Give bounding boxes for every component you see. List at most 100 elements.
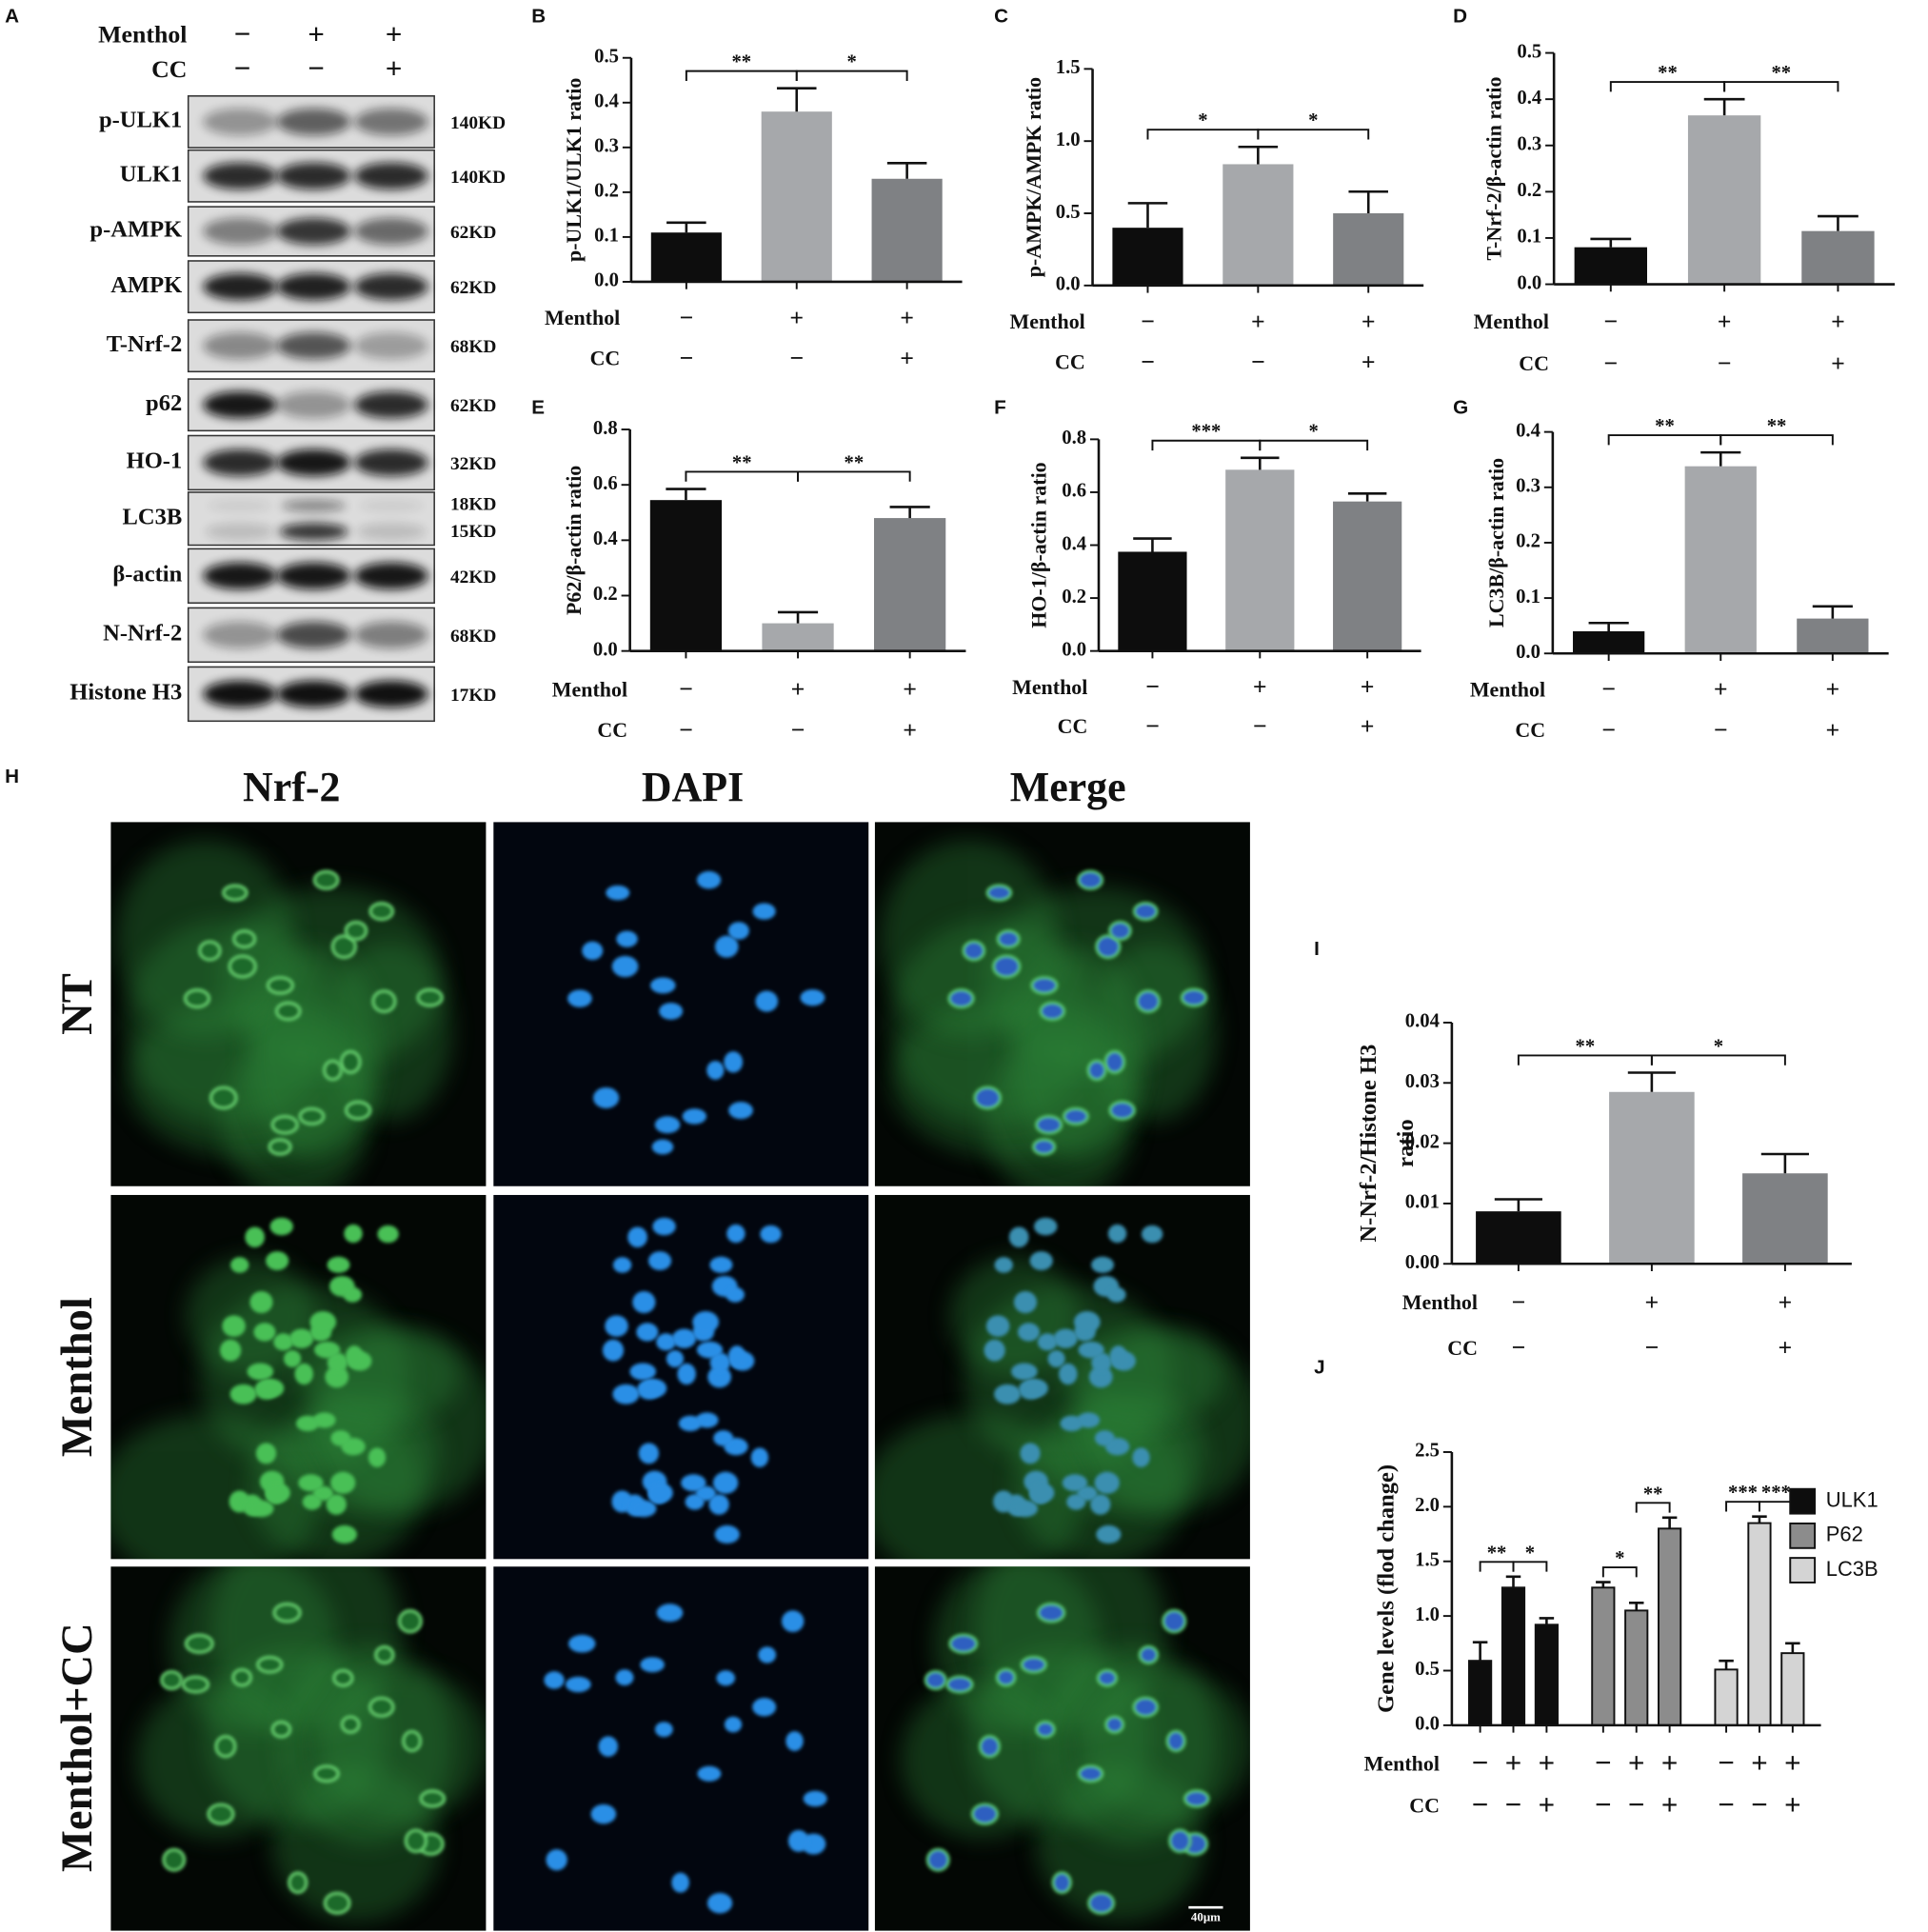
condition-sign: − [1714,716,1728,744]
nucleus [298,1474,324,1492]
blot-label: p-AMPK [89,217,182,243]
bar [874,518,946,651]
condition-sign: − [1751,1788,1768,1822]
bar [1112,228,1183,286]
nucleus [1012,1500,1039,1518]
nucleus [371,989,397,1013]
panel-letter: I [1314,938,1320,960]
nucleus [340,1715,361,1734]
nucleus [602,1339,625,1362]
nucleus [1032,1138,1057,1156]
bar [1658,1527,1682,1726]
y-tick-label: 1.5 [1056,57,1081,78]
nucleus [230,1257,249,1273]
blot-band [276,448,351,477]
condition-label: CC [597,718,627,742]
nucleus [1091,1352,1112,1373]
y-tick-label: 0.0 [593,639,618,660]
nucleus [259,1379,285,1398]
bar [1225,469,1295,651]
nucleus [659,1003,684,1020]
nucleus [985,1315,1010,1337]
panel-letter: E [531,397,545,419]
significance-label: ** [1655,416,1675,437]
nucleus [313,1341,341,1359]
significance-label: * [1615,1548,1624,1569]
bar [1780,1652,1805,1726]
nucleus [160,1669,184,1691]
significance-label: * [1525,1543,1535,1564]
nucleus [1037,1333,1058,1351]
condition-sign: + [903,675,917,703]
condition-label: CC [1515,718,1545,742]
nucleus [1035,1115,1063,1135]
legend-swatch [1789,1487,1817,1515]
nucleus [1091,1256,1115,1273]
nucleus [323,1059,343,1082]
blot-band [203,108,277,136]
nucleus [270,1115,299,1135]
error-bar [1703,97,1745,116]
cytoplasm [317,1669,487,1822]
nucleus [582,941,604,961]
condition-sign: + [1505,1746,1522,1780]
nucleus [327,1256,350,1273]
nucleus [1165,1729,1186,1753]
blot-label: T-Nrf-2 [107,331,183,357]
nucleus [268,1138,292,1156]
nucleus [970,1803,1000,1825]
condition-sign: − [1595,1746,1612,1780]
condition-sign: + [1361,712,1375,740]
condition-sign: − [1718,1788,1735,1822]
error-bar [1127,202,1168,229]
nucleus [249,1291,273,1314]
nucleus [760,1225,782,1244]
condition-label: CC [1519,351,1549,375]
nucleus [973,1086,1003,1110]
condition-label: Menthol [1470,677,1545,701]
blot-band [203,621,277,649]
significance-label: ** [1767,416,1787,437]
nucleus [1013,1291,1038,1314]
bar [1333,213,1404,286]
blot-band [354,331,428,360]
condition-label: Menthol [545,306,620,329]
nucleus [220,1339,242,1362]
significance-bracket [1259,439,1369,451]
nucleus [288,1871,308,1894]
condition-label: CC [151,55,187,83]
error-bar [666,488,706,501]
nucleus [708,1494,729,1515]
y-tick-label: 0.4 [1516,420,1540,441]
panel-letter: C [994,6,1008,28]
error-bar [1752,1515,1767,1524]
nucleus [627,1226,647,1248]
y-axis-label: LC3B/β-actin ratio [1484,458,1508,627]
y-tick-label: 0.5 [1415,1659,1440,1680]
y-axis-label: T-Nrf-2/β-actin ratio [1481,77,1505,261]
scale-bar-label: 40μm [1191,1910,1221,1924]
nucleus [340,1049,362,1074]
condition-sign: + [1253,673,1267,701]
nucleus [184,1633,214,1654]
y-tick-label: 0.0 [1517,272,1541,293]
bar [1742,1173,1828,1265]
blot-label: p-ULK1 [99,108,182,133]
blot-label: HO-1 [127,448,183,474]
error-bar [1818,214,1858,231]
condition-sign: + [1362,348,1376,375]
bar [1801,230,1875,285]
nucleus [992,954,1022,979]
condition-sign: + [1784,1746,1801,1780]
blot-label: Histone H3 [70,680,182,706]
error-bar [1472,1641,1488,1662]
condition-sign: − [680,304,694,331]
nucleus [1059,1363,1078,1385]
bar [1574,247,1647,285]
nucleus [642,1379,667,1398]
cytoplasm [880,840,1060,1038]
bar [871,178,943,282]
nucleus [681,1474,706,1492]
y-axis-label: Gene levels (flod change) [1373,1464,1399,1713]
significance-bracket [797,470,911,482]
